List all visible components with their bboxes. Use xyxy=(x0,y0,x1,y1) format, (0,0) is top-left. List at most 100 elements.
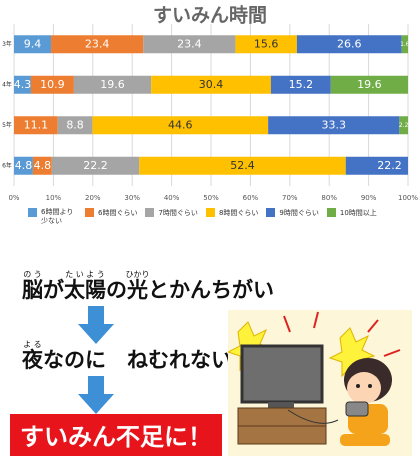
legend-swatch xyxy=(266,208,276,217)
data-label: 1.6 xyxy=(400,41,410,48)
bar-segment xyxy=(330,75,408,94)
data-label: 30.4 xyxy=(199,78,224,91)
bar-segment xyxy=(73,75,152,94)
x-tick-label: 10% xyxy=(46,194,62,202)
y-tick-label: 3年 xyxy=(2,40,12,48)
warning-box: すいみん不足ぶそくに！ xyxy=(10,414,222,456)
x-tick-label: 70% xyxy=(282,194,298,202)
chart: すいみん時間 9.4 23.4 23.4 15.6 26.6 1.6 4.3 10.9 19.6… xyxy=(2,5,418,203)
x-tick-label: 60% xyxy=(243,194,259,202)
legend-label: 9時間ぐらい xyxy=(279,209,319,217)
x-tick-label: 0% xyxy=(8,194,19,202)
data-label: 15.6 xyxy=(254,37,279,50)
legend-swatch xyxy=(326,208,336,217)
message-text: の xyxy=(106,278,127,302)
furigana: ひかり xyxy=(125,270,150,279)
legend-item: 7時間ぐらい xyxy=(145,208,198,218)
data-label: 33.3 xyxy=(321,118,346,131)
furigana: たいよう xyxy=(64,270,106,279)
legend-label: 10時間以上 xyxy=(339,209,377,217)
bar-segment xyxy=(30,75,74,94)
bar-segment xyxy=(151,75,271,94)
data-label: 19.6 xyxy=(100,78,125,91)
x-tick-label: 20% xyxy=(85,194,101,202)
y-tick-label: 5年 xyxy=(2,121,12,129)
x-tick-label: 40% xyxy=(164,194,180,202)
arrow xyxy=(78,306,114,344)
message-text: 脳 xyxy=(22,278,43,302)
bar-segment xyxy=(32,156,52,175)
legend-swatch xyxy=(28,208,37,217)
ruby: 太陽たいよう xyxy=(64,270,106,302)
chart-title: すいみん時間 xyxy=(153,5,267,27)
data-label: 23.4 xyxy=(85,37,110,50)
data-label: 52.4 xyxy=(230,159,255,172)
message-text: 夜 xyxy=(22,348,43,372)
ruby: 不足ぶそく xyxy=(116,415,164,451)
y-tick-label: 6年 xyxy=(2,161,12,169)
ruby: 脳のう xyxy=(22,270,43,302)
data-label: 26.6 xyxy=(337,37,362,50)
x-tick-label: 90% xyxy=(361,194,377,202)
message-text: に！ xyxy=(164,423,212,451)
message-line: 夜よるなのに ねむれない xyxy=(22,340,232,374)
legend-swatch xyxy=(85,208,94,217)
legend-label: 6時間ぐらい xyxy=(98,209,138,217)
legend: 6時間より少ない 6時間ぐらい 7時間ぐらい 8時間ぐらい 9時間ぐらい 10時間以上 xyxy=(28,208,413,226)
data-label: 22.2 xyxy=(83,159,108,172)
data-label: 44.6 xyxy=(168,118,193,131)
bar-segment xyxy=(268,116,400,135)
data-label: 10.9 xyxy=(40,78,65,91)
data-label: 4.8 xyxy=(34,159,52,172)
legend-item: 6時間ぐらい xyxy=(85,208,137,218)
legend-label: 8時間ぐらい xyxy=(218,209,259,217)
legend-label: 7時間ぐらい xyxy=(158,209,198,217)
bar-segment xyxy=(399,116,408,135)
bar-segment xyxy=(296,35,402,54)
bar-segment xyxy=(92,116,269,135)
data-label: 8.8 xyxy=(66,118,84,131)
arrow xyxy=(78,376,114,414)
data-label: 22.2 xyxy=(377,159,402,172)
data-label: 2.2 xyxy=(399,122,409,129)
bar-segment xyxy=(235,35,297,54)
message-line: 脳のうが太陽たいようの光ひかりとかんちがい xyxy=(22,270,274,304)
bar-segment xyxy=(14,116,58,135)
x-tick-label: 30% xyxy=(124,194,140,202)
message-text: とかんちがい xyxy=(148,278,274,302)
illustration xyxy=(228,310,412,456)
x-tick-label: 80% xyxy=(321,194,337,202)
data-label: 9.4 xyxy=(24,37,42,50)
bar-segment xyxy=(139,156,346,175)
y-tick-label: 4年 xyxy=(2,80,12,88)
x-tick-label: 50% xyxy=(203,194,219,202)
message-text: すいみん xyxy=(20,423,116,451)
bar-segment xyxy=(270,75,331,94)
furigana: のう xyxy=(22,270,43,279)
ruby: 光ひかり xyxy=(126,270,150,302)
bar-segment xyxy=(14,35,52,54)
legend-item: 6時間より少ない xyxy=(28,208,77,226)
message-text: が xyxy=(43,278,64,302)
legend-item: 10時間以上 xyxy=(326,208,377,218)
message-text: 不足 xyxy=(116,423,164,451)
data-label: 11.1 xyxy=(24,118,49,131)
bar-segment xyxy=(143,35,236,54)
legend-swatch xyxy=(205,208,215,217)
x-tick-label: 100% xyxy=(398,194,418,202)
furigana: ぶそく xyxy=(116,415,164,424)
data-label: 15.2 xyxy=(289,78,314,91)
bar-segment xyxy=(14,156,33,175)
message-text: なのに ねむれない xyxy=(43,348,232,372)
legend-label: 6時間より少ない xyxy=(41,208,74,226)
bar-segment xyxy=(401,35,408,54)
bar-segment xyxy=(345,156,408,175)
bar-segment xyxy=(51,156,140,175)
bar-segment xyxy=(14,75,31,94)
data-label: 4.3 xyxy=(14,78,32,91)
data-label: 4.8 xyxy=(15,159,33,172)
data-label: 19.6 xyxy=(357,78,382,91)
legend-swatch xyxy=(145,208,155,217)
data-label: 23.4 xyxy=(177,37,202,50)
legend-item: 8時間ぐらい xyxy=(205,208,259,218)
